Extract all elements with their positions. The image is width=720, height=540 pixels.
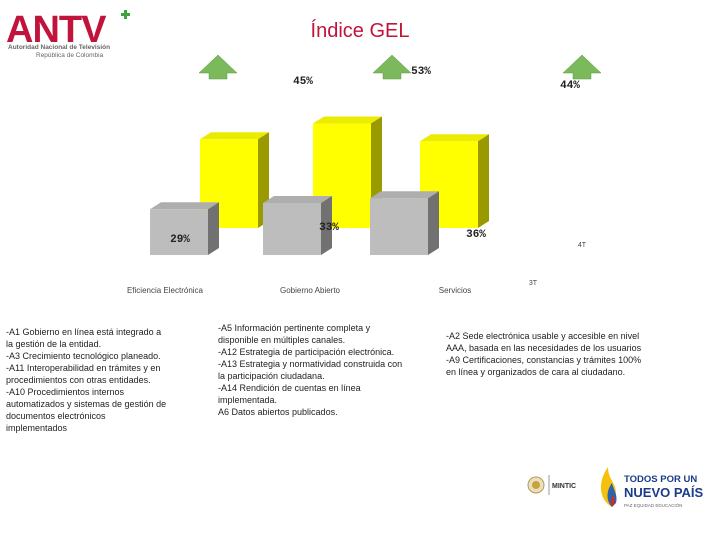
description-line: implementada. bbox=[218, 395, 278, 405]
description-line: la gestión de la entidad. bbox=[6, 339, 102, 349]
todos-line-1: TODOS POR UN bbox=[624, 474, 697, 485]
eficiencia-description: -A1 Gobierno en línea está integrado a la… bbox=[6, 326, 166, 434]
description-line: la participación ciudadana. bbox=[218, 371, 325, 381]
data-label: 33% bbox=[319, 222, 339, 234]
description-line: -A10 Procedimientos internos bbox=[6, 387, 125, 397]
description-line: automatizados y sistemas de gestión de bbox=[6, 399, 167, 409]
bar-chart: 45% 53% 44% 29% 33% 36% Eficiencia Electrónica… bbox=[127, 54, 602, 295]
description-line: -A14 Rendición de cuentas en línea bbox=[218, 383, 361, 393]
logo-subtitle-country: República de Colombia bbox=[36, 52, 104, 59]
description-line: -A5 Información pertinente completa y bbox=[218, 323, 371, 333]
todos-line-3: PAZ EQUIDAD EDUCACIÓN bbox=[624, 502, 682, 508]
antv-logo: ANTV Autoridad Nacional de Televisión Re… bbox=[4, 6, 134, 66]
data-label: 53% bbox=[411, 66, 431, 78]
data-label: 45% bbox=[293, 76, 313, 88]
trend-up-arrow-icon bbox=[562, 54, 602, 80]
data-label: 36% bbox=[466, 229, 486, 241]
bar-4t-top bbox=[313, 116, 382, 124]
data-label: 29% bbox=[170, 234, 190, 246]
trend-up-arrow-icon bbox=[372, 54, 412, 80]
bar-3t bbox=[370, 198, 428, 255]
footer-logos: MINTIC TODOS POR UN NUEVO PAÍS PAZ EQUID… bbox=[520, 455, 710, 515]
description-line: en línea y organizados de cara al ciudad… bbox=[446, 367, 626, 377]
description-line: -A11 Interoperabilidad en trámites y en bbox=[6, 363, 161, 373]
description-line: -A2 Sede electrónica usable y accesible … bbox=[446, 331, 640, 341]
bar-3t-top bbox=[263, 195, 332, 203]
description-line: disponible en múltiples canales. bbox=[218, 335, 346, 345]
bar-3t bbox=[263, 202, 321, 255]
bar-3t-side bbox=[428, 191, 439, 255]
bar-4t-top bbox=[200, 132, 269, 140]
description-line: -A9 Certificaciones, constancias y trámi… bbox=[446, 355, 642, 365]
colombia-seal-icon bbox=[527, 476, 545, 494]
description-line: documentos electrónicos bbox=[6, 411, 106, 421]
bar-3t-top bbox=[150, 202, 219, 210]
description-line: implementados bbox=[6, 423, 68, 433]
description-line: -A3 Crecimiento tecnológico planeado. bbox=[6, 351, 161, 361]
page-title: Índice GEL bbox=[310, 20, 410, 42]
category-label: Gobierno Abierto bbox=[280, 286, 341, 295]
bar-4t-side bbox=[478, 134, 489, 228]
bar-3t bbox=[150, 209, 208, 255]
mintic-label: MINTIC bbox=[552, 483, 576, 490]
series-label-4t: 4T bbox=[578, 242, 587, 249]
plus-icon bbox=[121, 10, 130, 19]
series-label-3t: 3T bbox=[529, 280, 538, 287]
description-line: AAA, basada en las necesidades de los us… bbox=[446, 343, 642, 353]
description-line: -A12 Estrategia de participación electró… bbox=[218, 347, 395, 357]
bar-3t-side bbox=[321, 195, 332, 255]
data-label: 44% bbox=[560, 80, 580, 92]
logo-subtitle: Autoridad Nacional de Televisión bbox=[8, 44, 111, 51]
description-line: -A1 Gobierno en línea está integrado a bbox=[6, 327, 162, 337]
category-label: Servicios bbox=[439, 286, 471, 295]
colombia-flame-icon bbox=[600, 467, 617, 507]
gobierno-description: -A5 Información pertinente completa y dis… bbox=[218, 322, 402, 418]
trend-up-arrow-icon bbox=[198, 54, 238, 80]
description-line: -A13 Estrategia y normatividad construid… bbox=[218, 359, 403, 369]
servicios-description: -A2 Sede electrónica usable y accesible … bbox=[446, 330, 641, 378]
logo-wordmark: ANTV bbox=[6, 9, 107, 46]
todos-line-2: NUEVO PAÍS bbox=[624, 485, 704, 500]
category-label: Eficiencia Electrónica bbox=[127, 286, 204, 295]
bar-3t-top bbox=[370, 191, 439, 199]
description-line: procedimientos con otras entidades. bbox=[6, 375, 151, 385]
bar-4t-top bbox=[420, 134, 489, 142]
description-line: A6 Datos abiertos publicados. bbox=[218, 407, 338, 417]
bar-3t-side bbox=[208, 202, 219, 255]
